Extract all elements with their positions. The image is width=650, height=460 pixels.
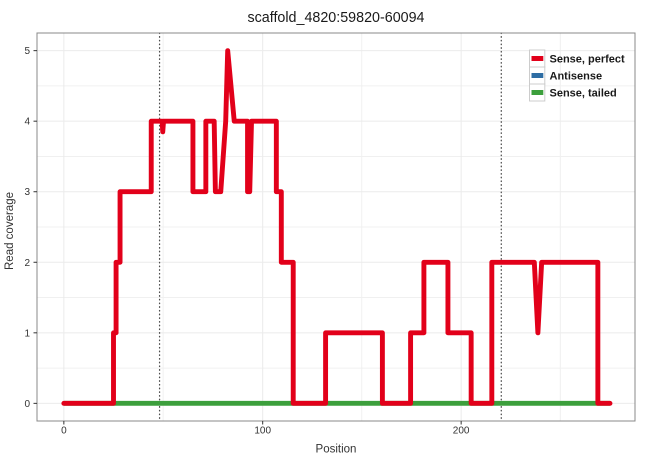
svg-text:2: 2 (24, 258, 30, 269)
svg-text:3: 3 (24, 187, 30, 198)
svg-text:Sense, tailed: Sense, tailed (550, 88, 617, 100)
svg-text:1: 1 (24, 328, 30, 339)
svg-text:0: 0 (24, 399, 30, 410)
svg-text:Read coverage: Read coverage (4, 192, 16, 270)
svg-text:4: 4 (24, 117, 30, 128)
svg-text:100: 100 (254, 426, 271, 437)
svg-text:Antisense: Antisense (550, 71, 603, 83)
svg-text:200: 200 (453, 426, 470, 437)
svg-text:Position: Position (316, 444, 357, 456)
svg-text:5: 5 (24, 46, 30, 57)
svg-text:Sense, perfect: Sense, perfect (550, 54, 626, 66)
svg-text:0: 0 (61, 426, 67, 437)
svg-text:scaffold_4820:59820-60094: scaffold_4820:59820-60094 (247, 10, 424, 26)
